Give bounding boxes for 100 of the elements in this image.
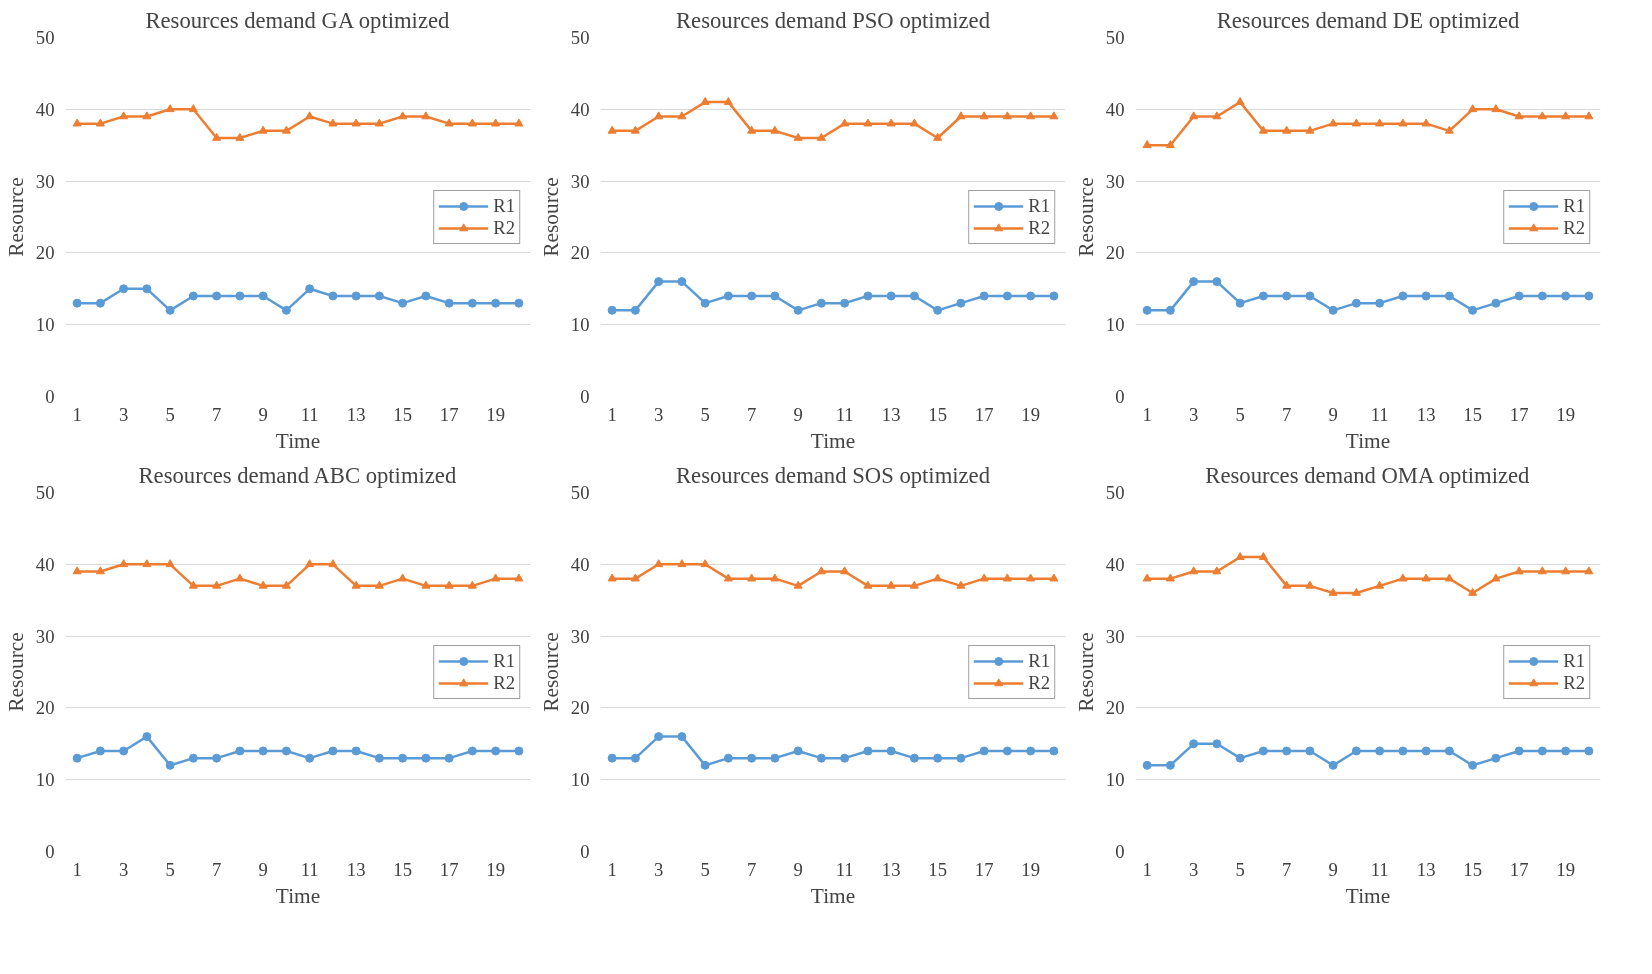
- legend-label: R1: [1563, 649, 1585, 672]
- y-axis-title: Resource: [1073, 632, 1098, 712]
- x-tick-label: 15: [1463, 403, 1482, 425]
- x-tick-label: 19: [486, 403, 505, 425]
- y-tick-label: 0: [1115, 386, 1125, 407]
- x-tick-label: 1: [1142, 858, 1152, 880]
- y-tick-label: 30: [570, 170, 590, 192]
- y-tick-label: 40: [1105, 553, 1125, 575]
- y-tick-label: 20: [1105, 242, 1125, 264]
- x-axis-title: Time: [275, 883, 321, 908]
- x-tick-label: 3: [653, 858, 664, 880]
- y-tick-label: 20: [570, 697, 590, 719]
- x-tick-label: 15: [393, 858, 412, 880]
- x-tick-label: 13: [881, 858, 901, 880]
- y-axis-title: Resource: [3, 177, 28, 257]
- y-tick-label: 20: [1105, 697, 1125, 719]
- x-tick-label: 1: [607, 403, 617, 425]
- legend-label: R2: [1028, 671, 1050, 694]
- x-tick-label: 3: [1188, 403, 1199, 425]
- legend-label: R1: [1028, 194, 1050, 217]
- y-tick-label: 10: [35, 769, 55, 791]
- x-tick-label: 17: [439, 403, 459, 425]
- x-tick-label: 19: [1556, 403, 1575, 425]
- x-tick-label: 7: [1281, 858, 1292, 880]
- chart-title: Resources demand GA optimized: [145, 7, 450, 33]
- chart-title: Resources demand OMA optimized: [1205, 462, 1531, 488]
- x-tick-label: 11: [1370, 858, 1389, 880]
- legend-label: R2: [1028, 216, 1050, 239]
- x-tick-label: 5: [700, 858, 710, 880]
- x-tick-label: 3: [1188, 858, 1199, 880]
- x-tick-label: 13: [346, 403, 366, 425]
- x-tick-label: 19: [1021, 858, 1040, 880]
- x-tick-label: 7: [211, 858, 222, 880]
- y-tick-label: 40: [570, 98, 590, 120]
- x-tick-label: 1: [72, 403, 82, 425]
- x-tick-label: 9: [793, 858, 803, 880]
- y-tick-label: 40: [35, 98, 55, 120]
- x-tick-label: 13: [1416, 858, 1436, 880]
- y-axis-title: Resource: [3, 632, 28, 712]
- y-axis-title: Resource: [1073, 177, 1098, 257]
- y-tick-label: 0: [45, 386, 55, 407]
- y-tick-label: 50: [1105, 482, 1125, 503]
- x-tick-label: 13: [1416, 403, 1436, 425]
- chart-title: Resources demand SOS optimized: [676, 462, 991, 488]
- x-tick-label: 13: [881, 403, 901, 425]
- chart-title: Resources demand DE optimized: [1216, 7, 1520, 33]
- x-tick-label: 17: [974, 858, 994, 880]
- y-tick-label: 20: [35, 242, 55, 264]
- y-tick-label: 10: [1105, 314, 1125, 336]
- x-tick-label: 15: [928, 403, 947, 425]
- x-tick-label: 9: [1328, 858, 1338, 880]
- y-tick-label: 50: [1105, 27, 1125, 48]
- x-tick-label: 9: [258, 858, 268, 880]
- y-axis-title: Resource: [538, 632, 563, 712]
- legend-label: R1: [493, 194, 515, 217]
- x-tick-label: 15: [1463, 858, 1482, 880]
- y-tick-label: 40: [1105, 98, 1125, 120]
- y-tick-label: 30: [35, 170, 55, 192]
- x-axis-title: Time: [275, 428, 321, 453]
- x-tick-label: 5: [165, 403, 175, 425]
- y-tick-label: 30: [35, 625, 55, 647]
- chart-title: Resources demand PSO optimized: [676, 7, 991, 33]
- y-tick-label: 50: [570, 482, 590, 503]
- legend-label: R2: [1563, 671, 1585, 694]
- legend-label: R1: [1028, 649, 1050, 672]
- y-tick-label: 10: [35, 314, 55, 336]
- x-tick-label: 19: [1021, 403, 1040, 425]
- legend-label: R2: [1563, 216, 1585, 239]
- x-tick-label: 5: [1235, 858, 1245, 880]
- legend-label: R1: [1563, 194, 1585, 217]
- y-tick-label: 0: [580, 841, 590, 862]
- x-axis-title: Time: [1345, 883, 1391, 908]
- x-tick-label: 3: [118, 858, 129, 880]
- x-tick-label: 1: [72, 858, 82, 880]
- y-tick-label: 30: [1105, 625, 1125, 647]
- x-tick-label: 15: [928, 858, 947, 880]
- x-tick-label: 17: [1509, 403, 1529, 425]
- x-tick-label: 1: [1142, 403, 1152, 425]
- chart-title: Resources demand ABC optimized: [138, 462, 457, 488]
- y-tick-label: 0: [45, 841, 55, 862]
- y-tick-label: 20: [570, 242, 590, 264]
- x-tick-label: 17: [974, 403, 994, 425]
- y-tick-label: 30: [1105, 170, 1125, 192]
- x-tick-label: 1: [607, 858, 617, 880]
- legend-label: R1: [493, 649, 515, 672]
- y-tick-label: 50: [570, 27, 590, 48]
- y-tick-label: 50: [35, 482, 55, 503]
- x-tick-label: 5: [700, 403, 710, 425]
- x-axis-title: Time: [810, 883, 856, 908]
- x-tick-label: 7: [746, 403, 757, 425]
- y-tick-label: 20: [35, 697, 55, 719]
- x-tick-label: 17: [1509, 858, 1529, 880]
- x-tick-label: 7: [211, 403, 222, 425]
- x-axis-title: Time: [810, 428, 856, 453]
- x-tick-label: 19: [1556, 858, 1575, 880]
- y-axis-title: Resource: [538, 177, 563, 257]
- x-tick-label: 11: [835, 403, 854, 425]
- x-tick-label: 11: [300, 858, 319, 880]
- y-tick-label: 10: [570, 314, 590, 336]
- x-tick-label: 3: [118, 403, 129, 425]
